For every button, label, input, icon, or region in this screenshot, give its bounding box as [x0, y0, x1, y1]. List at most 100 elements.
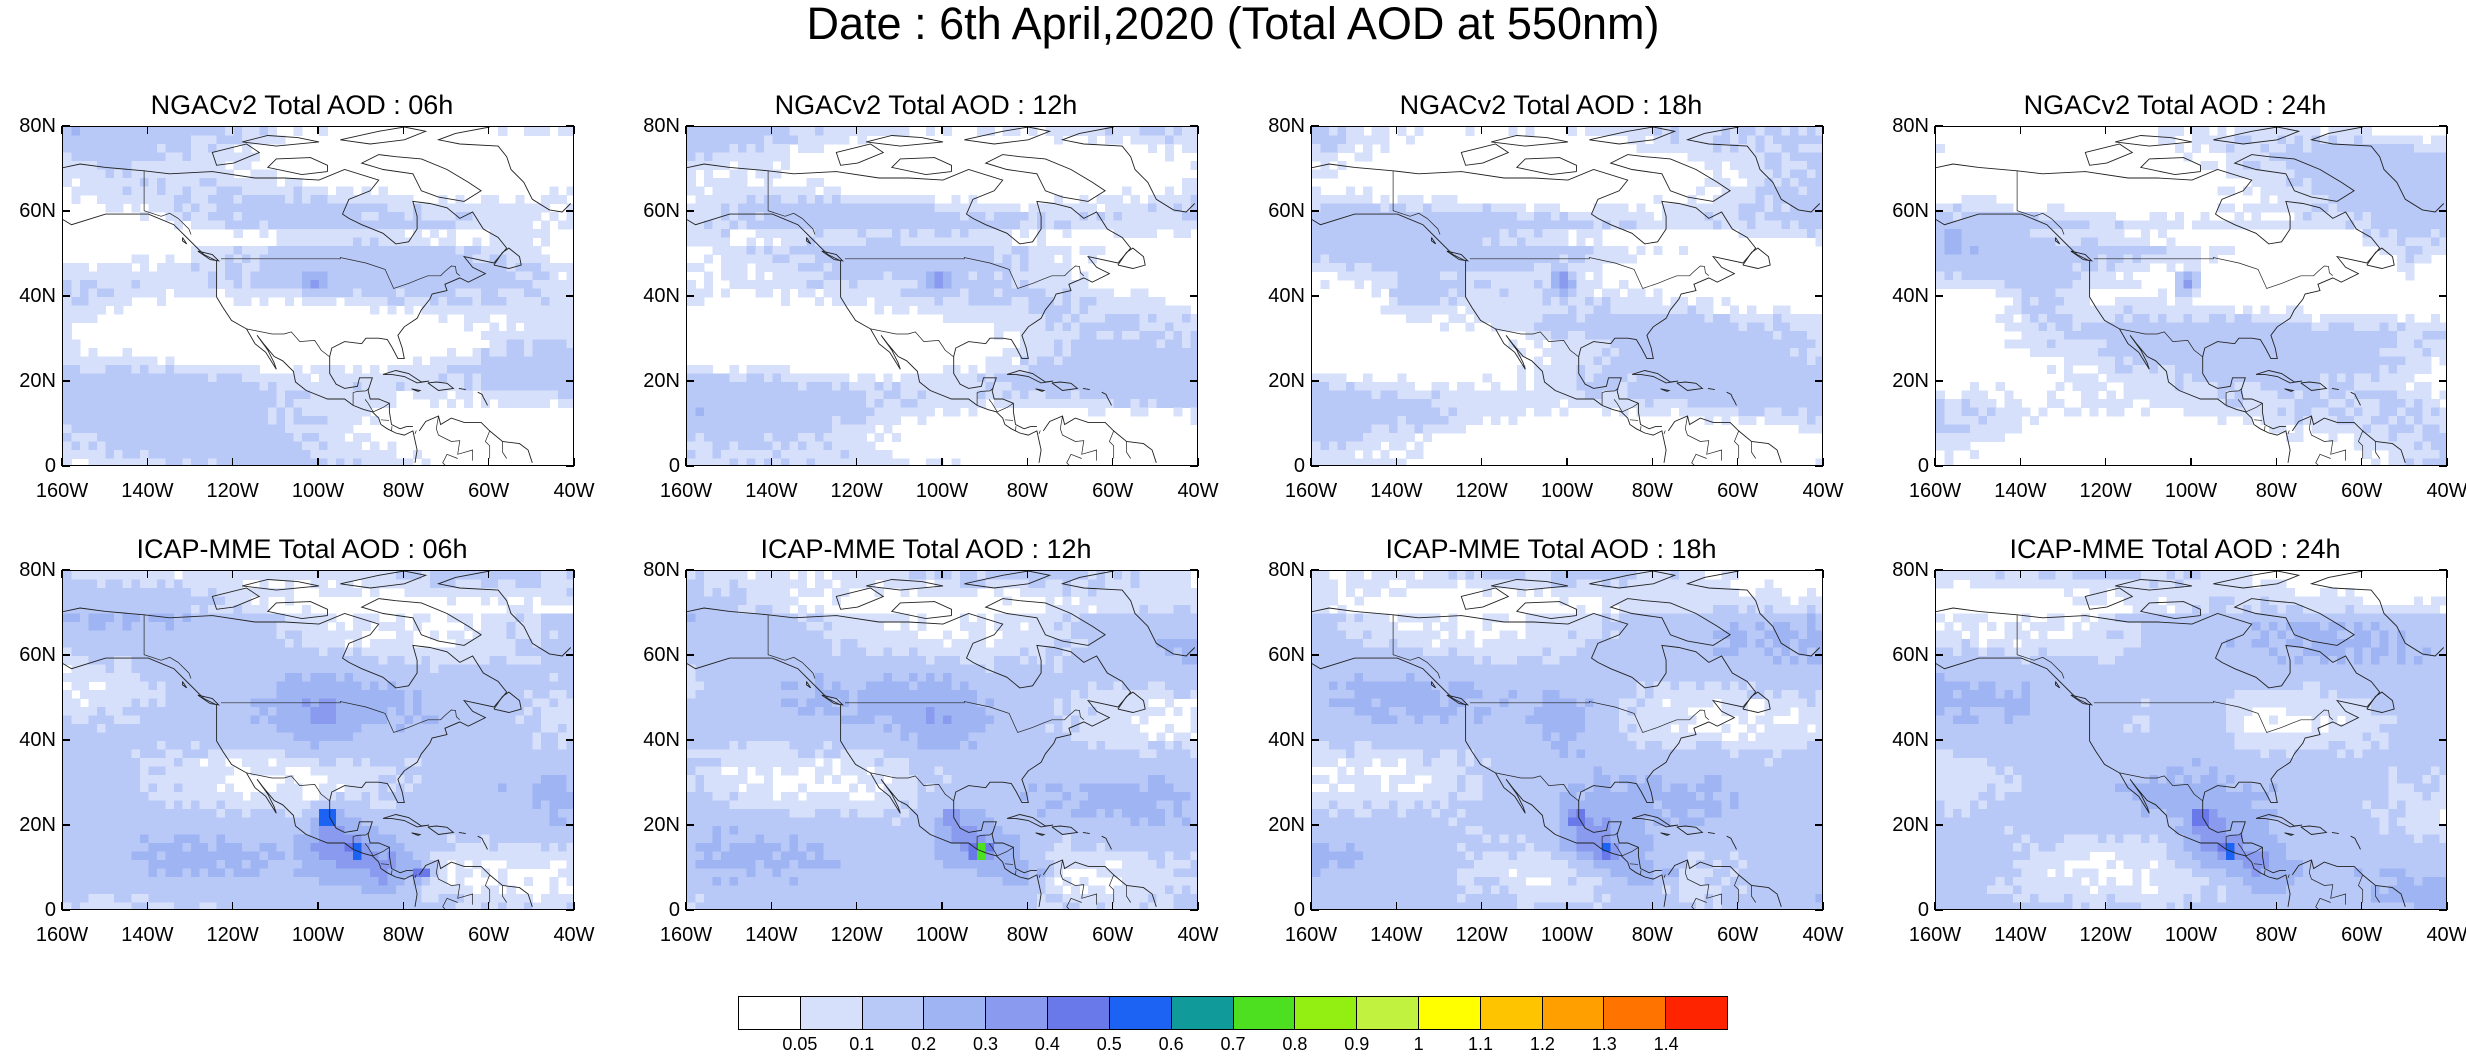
coastline [2115, 579, 2193, 591]
coastlines [687, 571, 1196, 909]
lon-tick [487, 126, 490, 134]
lon-tick [402, 126, 405, 134]
coastlines [687, 127, 1196, 465]
lon-tick [855, 570, 858, 578]
lat-tick [686, 465, 694, 467]
lat-tick [1311, 295, 1319, 297]
lon-tick [1934, 458, 1936, 466]
country-border [1469, 257, 1710, 289]
country-border [1601, 388, 1619, 406]
lon-tick [231, 570, 234, 578]
lat-tick [1311, 654, 1319, 656]
aod-map [1935, 126, 2447, 466]
country-border [220, 257, 461, 289]
lat-tick [1190, 125, 1198, 127]
lon-tick [2275, 902, 2278, 910]
coastline [821, 694, 844, 706]
lon-tick [2446, 902, 2448, 910]
country-border [1059, 415, 1097, 461]
lat-tick-label: 60N [19, 200, 56, 222]
lon-tick-label: 40W [1802, 924, 1844, 946]
country-border [1004, 419, 1014, 422]
lon-tick [1736, 126, 1739, 134]
lon-tick [402, 570, 405, 578]
lon-tick-label: 100W [2164, 924, 2218, 946]
country-border [1733, 874, 1740, 903]
lon-tick-label: 60W [1717, 924, 1759, 946]
colorbar-label: 0.5 [1096, 1034, 1122, 1054]
lon-tick [317, 458, 319, 466]
country-border [1126, 885, 1131, 903]
lon-tick [770, 458, 773, 466]
colorbar-label: 1.2 [1529, 1034, 1555, 1054]
lat-tick [2439, 465, 2447, 467]
coastline [1035, 388, 1046, 392]
lon-tick [2019, 570, 2022, 578]
coastline [458, 831, 466, 835]
lat-tick-label: 80N [643, 559, 680, 581]
country-border [2253, 863, 2263, 866]
lon-tick-label: 60W [1092, 924, 1134, 946]
coastlines [1312, 571, 1821, 909]
coastline [2213, 571, 2301, 589]
lat-tick-label: 20N [1892, 370, 1929, 392]
lon-tick [2360, 902, 2363, 910]
lon-tick [487, 902, 490, 910]
lat-tick [2439, 125, 2447, 127]
lat-tick [566, 654, 574, 656]
lon-tick [573, 570, 575, 578]
map-panel: NGACv2 Total AOD : 12h 80N 60N 40N 20N 0 160W 1… [624, 88, 1228, 514]
coastline [1667, 415, 1782, 463]
panel-title: ICAP-MME Total AOD : 06h [136, 534, 468, 564]
country-border [1601, 832, 1619, 850]
lon-tick-label: 120W [830, 924, 883, 946]
lon-tick [146, 570, 149, 578]
lon-tick [855, 126, 858, 134]
lon-tick [1111, 570, 1114, 578]
coastline [1460, 143, 1510, 166]
lat-tick [686, 380, 694, 382]
lat-tick [1815, 569, 1823, 571]
coastline [1515, 601, 1577, 620]
coastline [1936, 163, 2381, 430]
aod-map [62, 570, 574, 910]
lon-tick-label: 80W [1631, 924, 1673, 946]
lon-tick-label: 140W [745, 480, 798, 502]
lat-tick [1815, 739, 1823, 741]
lat-tick [1815, 909, 1823, 911]
country-border [2093, 701, 2334, 733]
lon-tick-label: 100W [915, 924, 969, 946]
lat-tick [686, 654, 694, 656]
lat-tick-label: 40N [19, 285, 56, 307]
lon-tick-label: 100W [291, 480, 345, 502]
lat-tick [1190, 380, 1198, 382]
coastline [493, 247, 522, 269]
coastline [1660, 832, 1671, 836]
lat-tick-label: 20N [1268, 814, 1305, 836]
country-border [976, 388, 994, 406]
lon-tick [1310, 126, 1312, 134]
aod-field-svg [1936, 571, 2446, 909]
lon-tick-label: 160W [1908, 924, 1962, 946]
coastline [1117, 247, 1146, 269]
lon-tick [1651, 126, 1654, 134]
country-border [1126, 441, 1131, 459]
lat-tick [62, 465, 70, 467]
lon-tick-label: 120W [1455, 480, 1508, 502]
lon-tick [1197, 902, 1199, 910]
coastline [63, 607, 508, 874]
lon-tick [770, 570, 773, 578]
lat-tick [1935, 909, 1943, 911]
lon-tick-label: 80W [1631, 480, 1673, 502]
coastline [1631, 814, 1679, 828]
lon-tick [1310, 458, 1312, 466]
lat-tick-label: 0 [668, 899, 680, 921]
colorbar-label: 0.6 [1158, 1034, 1184, 1054]
lon-tick [1822, 126, 1824, 134]
coastline [1446, 694, 1469, 706]
lat-tick [1311, 465, 1319, 467]
colorbar-swatch [799, 997, 862, 1029]
lat-tick [1815, 125, 1823, 127]
lat-tick-label: 60N [1268, 644, 1305, 666]
coastline [2233, 598, 2355, 646]
